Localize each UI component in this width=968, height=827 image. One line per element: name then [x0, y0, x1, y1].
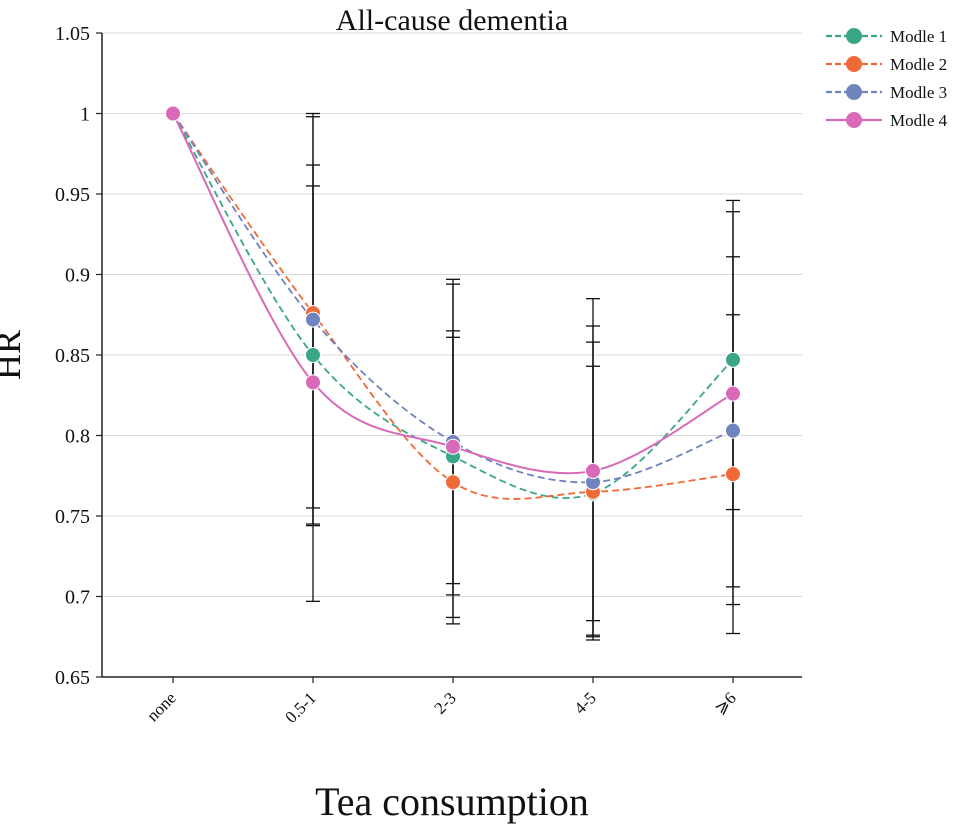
y-axis-label: HR [0, 330, 28, 380]
y-tick-label: 1 [80, 104, 90, 126]
y-tick-label: 0.7 [65, 587, 90, 609]
series-line-modle-3 [172, 112, 734, 484]
x-tick-labels: none 0.5-1 2-3 4-5 ⩾6 [143, 677, 740, 727]
series-line-modle-2 [172, 112, 734, 500]
series-lines [172, 112, 734, 500]
error-bars [306, 112, 740, 641]
data-point-modle-1 [725, 351, 741, 368]
y-tick-label: 0.95 [55, 184, 90, 206]
x-tick-label: ⩾6 [710, 688, 740, 718]
data-points [165, 105, 741, 502]
x-tick-label: none [143, 688, 180, 725]
data-point-modle-3 [725, 422, 741, 439]
legend-marker [846, 84, 862, 100]
data-point-modle-4 [305, 374, 321, 391]
data-point-modle-2 [725, 466, 741, 483]
y-tick-label: 0.8 [65, 426, 90, 448]
data-point-modle-4 [165, 105, 181, 122]
series-line-modle-4 [172, 113, 734, 475]
legend-marker [846, 56, 862, 72]
grid-lines [102, 32, 802, 597]
y-tick-label: 0.65 [55, 667, 90, 689]
y-tick-labels: 0.65 0.7 0.75 0.8 0.85 0.9 0.95 1 1.05 [55, 23, 102, 689]
data-point-modle-4 [725, 385, 741, 402]
legend-label: Modle 1 [890, 27, 947, 46]
data-point-modle-1 [305, 347, 321, 363]
legend-label: Modle 2 [890, 55, 947, 74]
y-tick-label: 0.75 [55, 506, 90, 528]
y-tick-label: 0.9 [65, 265, 90, 287]
data-point-modle-2 [445, 474, 461, 491]
legend-label: Modle 3 [890, 83, 947, 102]
series-line-modle-1 [172, 113, 734, 499]
x-tick-label: 0.5-1 [281, 688, 319, 726]
x-axis-label: Tea consumption [315, 779, 589, 824]
data-point-modle-3 [305, 311, 321, 328]
data-point-modle-4 [445, 438, 461, 455]
y-tick-label: 0.85 [55, 345, 90, 367]
y-tick-label: 1.05 [55, 23, 90, 45]
x-tick-label: 4-5 [570, 688, 599, 717]
legend-label: Modle 4 [890, 111, 948, 130]
data-point-modle-4 [585, 462, 601, 479]
legend-marker [846, 112, 862, 128]
chart-title: All-cause dementia [336, 4, 568, 37]
legend-marker [846, 28, 862, 44]
legend: Modle 1 Modle 2 Modle 3 Modle 4 [826, 27, 948, 130]
x-tick-label: 2-3 [430, 688, 459, 717]
